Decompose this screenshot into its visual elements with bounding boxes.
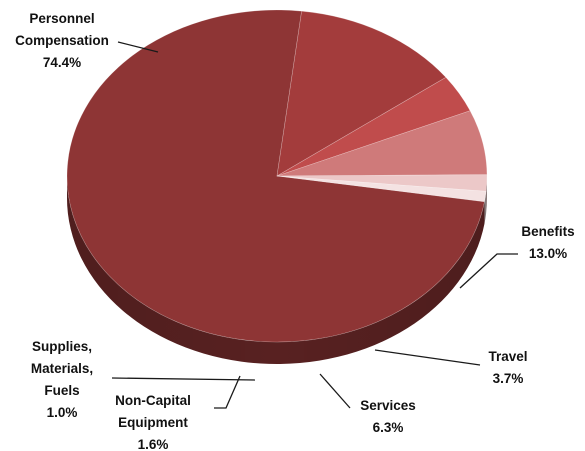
slice-label-supplies-materials-fuels-line-1: Supplies, <box>32 339 92 354</box>
pie-slice-non-capital-equipment <box>276 174 488 192</box>
leader-line-travel <box>374 349 481 366</box>
pie-slice-personnel-compensation <box>66 9 485 343</box>
slice-label-non-capital-equipment-line-1: Non-Capital <box>115 393 191 408</box>
slice-label-services: Services <box>360 398 416 413</box>
leader-line-non-capital-equipment <box>214 375 241 409</box>
leader-line-personnel-compensation <box>117 41 159 53</box>
slice-label-non-capital-equipment-line-2: Equipment <box>118 415 188 430</box>
slice-percent-services: 6.3% <box>373 420 404 435</box>
slice-label-benefits: Benefits <box>521 224 574 239</box>
slice-percent-non-capital-equipment: 1.6% <box>138 437 169 451</box>
leader-line-services <box>319 373 351 409</box>
slice-percent-benefits: 13.0% <box>529 246 567 261</box>
slice-label-personnel-compensation-line-2: Compensation <box>15 33 109 48</box>
pie-slice-benefits <box>276 10 447 177</box>
slice-label-supplies-materials-fuels-line-3: Fuels <box>44 383 79 398</box>
slice-percent-supplies-materials-fuels: 1.0% <box>47 405 78 420</box>
slice-label-supplies-materials-fuels-line-2: Materials, <box>31 361 93 376</box>
slice-percent-personnel-compensation: 74.4% <box>43 55 81 70</box>
slice-percent-travel: 3.7% <box>493 371 524 386</box>
pie-slice-services <box>276 110 488 177</box>
slice-label-travel: Travel <box>488 349 527 364</box>
pie-slice-supplies-materials-fuels <box>276 175 487 203</box>
pie-slice-travel <box>276 76 471 177</box>
leader-line-supplies-materials-fuels <box>111 377 256 381</box>
leader-line-benefits <box>459 253 518 289</box>
slice-label-personnel-compensation-line-1: Personnel <box>29 11 94 26</box>
